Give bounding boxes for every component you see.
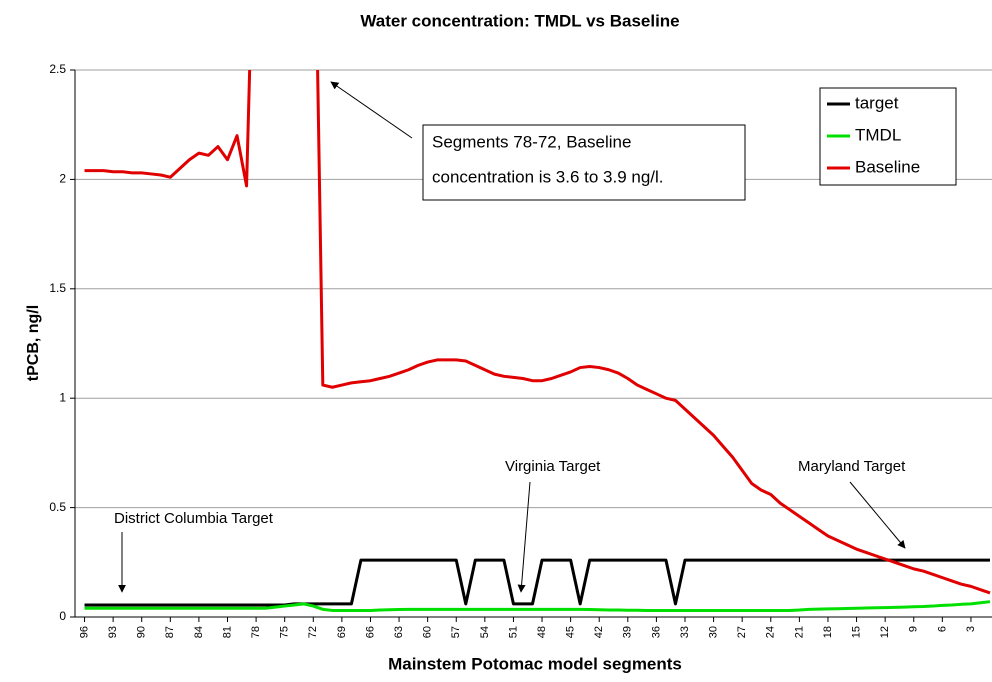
annotation-text: Virginia Target bbox=[505, 458, 601, 475]
x-tick-label: 36 bbox=[650, 626, 662, 638]
x-tick-label: 27 bbox=[736, 626, 748, 638]
x-tick-label: 96 bbox=[78, 626, 90, 638]
x-tick-label: 3 bbox=[965, 626, 977, 632]
x-tick-label: 42 bbox=[593, 626, 605, 638]
series-line bbox=[84, 600, 991, 612]
series-line bbox=[84, 70, 991, 595]
x-tick-label: 33 bbox=[679, 626, 691, 638]
y-tick-label: 0 bbox=[59, 609, 66, 623]
x-tick-label: 18 bbox=[822, 626, 834, 638]
x-tick-label: 78 bbox=[250, 626, 262, 638]
chart-title: Water concentration: TMDL vs Baseline bbox=[360, 11, 679, 30]
annotation-text: Segments 78-72, Baseline bbox=[432, 132, 631, 151]
plot-lines bbox=[84, 70, 991, 612]
annotation-arrow bbox=[330, 81, 413, 139]
axes: 00.511.522.596 93 90 87 84 81 78 75 72 69 66 63 60 57… bbox=[49, 62, 992, 638]
x-tick-label: 60 bbox=[422, 626, 434, 638]
annotation-arrow bbox=[849, 481, 906, 549]
legend-label: TMDL bbox=[855, 125, 901, 144]
y-tick-label: 2 bbox=[59, 172, 66, 186]
x-tick-label: 39 bbox=[622, 626, 634, 638]
annotation-arrow bbox=[517, 481, 531, 593]
y-tick-label: 1.5 bbox=[49, 281, 66, 295]
y-tick-label: 0.5 bbox=[49, 500, 66, 514]
annotation-box bbox=[422, 124, 746, 201]
legend-label: target bbox=[855, 93, 899, 112]
x-tick-label: 21 bbox=[793, 626, 805, 638]
x-tick-label: 15 bbox=[850, 626, 862, 638]
annotation-text: District Columbia Target bbox=[114, 510, 274, 527]
x-tick-label: 6 bbox=[936, 626, 948, 632]
annotation-text: Maryland Target bbox=[798, 458, 906, 475]
x-tick-label: 12 bbox=[879, 626, 891, 638]
x-axis-label: Mainstem Potomac model segments bbox=[388, 654, 682, 673]
x-tick-label: 87 bbox=[164, 626, 176, 638]
x-tick-label: 57 bbox=[450, 626, 462, 638]
x-tick-label: 48 bbox=[536, 626, 548, 638]
x-tick-label: 75 bbox=[279, 626, 291, 638]
x-tick-label: 93 bbox=[107, 626, 119, 638]
x-tick-label: 45 bbox=[565, 626, 577, 638]
x-tick-label: 30 bbox=[708, 626, 720, 638]
x-tick-label: 72 bbox=[307, 626, 319, 638]
series-line bbox=[84, 558, 990, 607]
x-tick-label: 69 bbox=[336, 626, 348, 638]
y-axis-label: tPCB, ng/l bbox=[25, 305, 42, 381]
x-tick-label: 81 bbox=[221, 626, 233, 638]
x-tick-label: 9 bbox=[908, 626, 920, 632]
legend: target TMDL Baseline bbox=[819, 87, 957, 186]
x-tick-label: 90 bbox=[136, 626, 148, 638]
annotation-text: concentration is 3.6 to 3.9 ng/l. bbox=[432, 167, 664, 186]
y-tick-label: 1 bbox=[59, 390, 66, 404]
x-tick-label: 84 bbox=[193, 626, 205, 638]
legend-label: Baseline bbox=[855, 157, 920, 176]
x-tick-label: 24 bbox=[765, 626, 777, 638]
x-tick-label: 54 bbox=[479, 626, 491, 638]
annotations: Segments 78-72, Baseline concentration i… bbox=[114, 81, 906, 593]
x-tick-label: 66 bbox=[364, 626, 376, 638]
y-tick-label: 2.5 bbox=[49, 62, 66, 76]
x-tick-label: 63 bbox=[393, 626, 405, 638]
x-tick-label: 51 bbox=[507, 626, 519, 638]
